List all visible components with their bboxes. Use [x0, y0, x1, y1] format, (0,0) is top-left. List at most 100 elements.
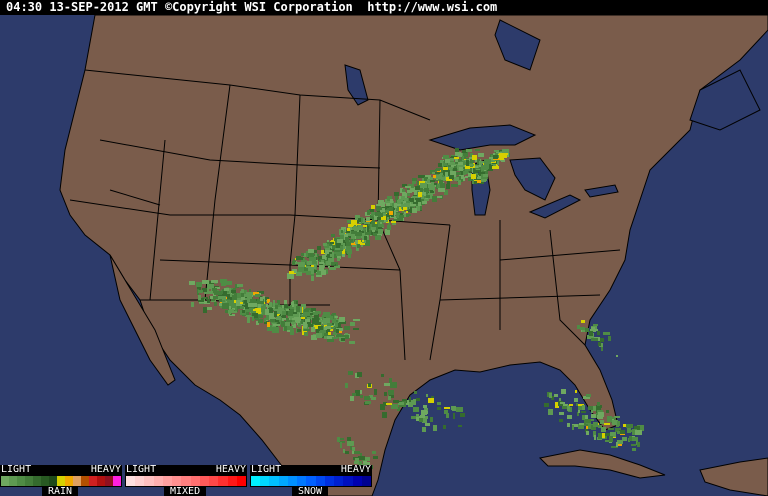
radar-echo [315, 322, 321, 325]
radar-echo [323, 243, 327, 246]
radar-echo [241, 297, 245, 300]
radar-echo [275, 305, 278, 309]
radar-echo [473, 181, 478, 184]
legend-swatch [181, 476, 191, 486]
radar-echo [598, 425, 602, 428]
radar-echo [561, 389, 566, 394]
legend-swatch [144, 476, 154, 486]
radar-echo [237, 284, 243, 287]
radar-echo [255, 294, 260, 297]
legend-swatch [162, 476, 173, 486]
radar-echo [347, 437, 351, 442]
radar-echo [376, 226, 382, 231]
radar-echo [403, 207, 407, 210]
radar-echo [349, 442, 354, 446]
radar-echo [446, 413, 449, 418]
radar-echo [396, 206, 399, 211]
radar-echo [632, 448, 636, 451]
radar-echo [430, 417, 433, 422]
radar-echo [569, 404, 573, 406]
radar-echo [615, 428, 621, 432]
radar-echo [354, 461, 359, 464]
radar-echo [340, 442, 342, 448]
radar-echo [395, 196, 398, 200]
radar-echo [347, 220, 351, 223]
radar-echo [298, 320, 300, 323]
radar-echo [432, 196, 437, 202]
radar-echo [340, 234, 345, 240]
radar-echo [370, 215, 373, 219]
radar-echo [345, 333, 348, 336]
legend-swatch [260, 476, 270, 486]
radar-echo [323, 318, 330, 324]
radar-echo [348, 371, 353, 375]
radar-echo [438, 188, 445, 192]
radar-echo [385, 206, 387, 209]
radar-echo [206, 307, 212, 310]
map-canvas[interactable] [0, 15, 768, 496]
radar-echo [224, 288, 229, 291]
radar-echo [364, 240, 370, 246]
radar-echo [548, 409, 553, 415]
radar-echo [260, 309, 263, 312]
radar-echo [384, 214, 390, 219]
legend-swatch [361, 476, 372, 486]
radar-echo [577, 325, 580, 329]
hudson-bay-inlet [494, 19, 541, 71]
legend-swatch [97, 476, 105, 486]
radar-echo [284, 304, 288, 308]
radar-echo [341, 230, 343, 233]
radar-echo [355, 390, 360, 396]
radar-echo [402, 211, 405, 213]
radar-echo [583, 396, 590, 399]
radar-echo [433, 185, 435, 191]
radar-echo [397, 200, 401, 204]
radar-echo [263, 297, 269, 300]
radar-echo [381, 209, 385, 212]
radar-echo [236, 300, 242, 306]
radar-echo [585, 429, 588, 432]
radar-echo [241, 293, 244, 295]
legend-swatch [1, 476, 9, 486]
radar-echo [296, 272, 302, 276]
radar-echo [223, 291, 227, 296]
radar-echo [301, 320, 304, 324]
radar-echo [326, 261, 331, 265]
radar-echo [579, 423, 584, 425]
radar-echo [402, 184, 407, 187]
radar-echo [440, 183, 445, 188]
radar-echo [303, 322, 307, 328]
radar-echo [327, 323, 332, 326]
radar-echo [286, 318, 292, 323]
radar-echo [246, 292, 252, 297]
radar-echo [293, 300, 298, 306]
radar-echo [243, 290, 247, 294]
radar-echo [214, 302, 217, 306]
radar-echo [623, 424, 626, 427]
baja-california [109, 254, 176, 386]
radar-echo [274, 311, 277, 317]
radar-echo [373, 456, 378, 459]
radar-echo [298, 322, 301, 325]
legend-swatch [105, 476, 113, 486]
legend-swatch [113, 476, 121, 486]
legend-mixed-scale [125, 475, 247, 487]
radar-echo [227, 300, 234, 306]
radar-echo [415, 186, 421, 190]
radar-echo [481, 165, 488, 170]
radar-echo [460, 165, 464, 167]
radar-echo [219, 296, 226, 300]
radar-echo [475, 167, 481, 170]
radar-echo [591, 338, 598, 341]
radar-echo [578, 424, 584, 429]
radar-echo [303, 258, 305, 262]
radar-echo [341, 338, 345, 341]
radar-echo [572, 424, 578, 427]
radar-echo [399, 200, 406, 203]
radar-echo [245, 303, 248, 307]
radar-echo [210, 296, 213, 299]
radar-echo [273, 324, 280, 326]
radar-echo [336, 328, 343, 331]
radar-echo [397, 407, 400, 411]
radar-echo [593, 422, 598, 427]
